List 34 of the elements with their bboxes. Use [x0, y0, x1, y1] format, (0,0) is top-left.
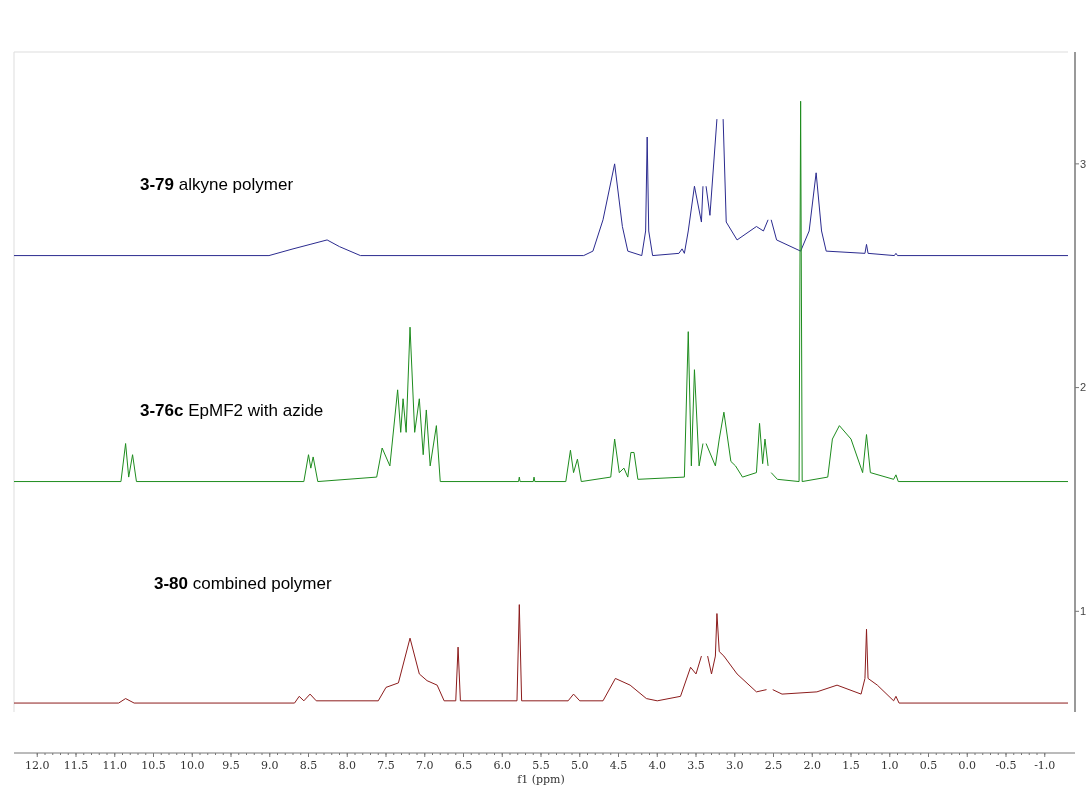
x-tick-label: 8.5 — [299, 759, 318, 772]
x-tick-label: 2.0 — [803, 759, 821, 772]
x-tick-label: -0.5 — [995, 759, 1017, 772]
x-tick-label: 7.5 — [377, 759, 395, 772]
x-tick-label: 5.5 — [532, 759, 550, 772]
x-tick-label: 4.0 — [648, 759, 666, 772]
x-tick-label: 1.5 — [842, 759, 860, 772]
x-tick-label: 5.0 — [571, 759, 589, 772]
x-tick-label: 10.0 — [180, 759, 205, 772]
annotation: 3-76c EpMF2 with azide — [140, 400, 324, 420]
y-tick-label: 2 — [1080, 381, 1087, 394]
annotation: 3-80 combined polymer — [154, 574, 332, 594]
x-tick-label: 11.5 — [63, 759, 89, 772]
x-tick-label: -1.0 — [1034, 759, 1056, 772]
x-tick-label: 11.0 — [102, 759, 127, 772]
x-tick-label: 9.5 — [222, 759, 240, 772]
x-tick-label: 2.5 — [764, 759, 783, 772]
x-tick-label: 8.0 — [338, 759, 356, 772]
x-tick-label: 7.0 — [416, 759, 434, 772]
x-axis-title: f1 (ppm) — [517, 773, 565, 786]
x-tick-label: 10.5 — [141, 759, 166, 772]
x-tick-label: 9.0 — [261, 759, 279, 772]
x-tick-label: 0.5 — [919, 759, 938, 772]
annotation: 3-79 alkyne polymer — [140, 174, 294, 194]
x-tick-label: 0.0 — [958, 759, 976, 772]
x-tick-label: 12.0 — [25, 759, 50, 772]
x-tick-label: 4.5 — [609, 759, 628, 772]
y-tick-label: 3 — [1080, 157, 1087, 170]
y-tick-label: 1 — [1080, 605, 1087, 618]
x-tick-label: 3.0 — [726, 759, 744, 772]
x-tick-label: 6.0 — [493, 759, 511, 772]
x-tick-label: 3.5 — [687, 759, 705, 772]
x-tick-label: 6.5 — [454, 759, 473, 772]
x-tick-label: 1.0 — [881, 759, 899, 772]
